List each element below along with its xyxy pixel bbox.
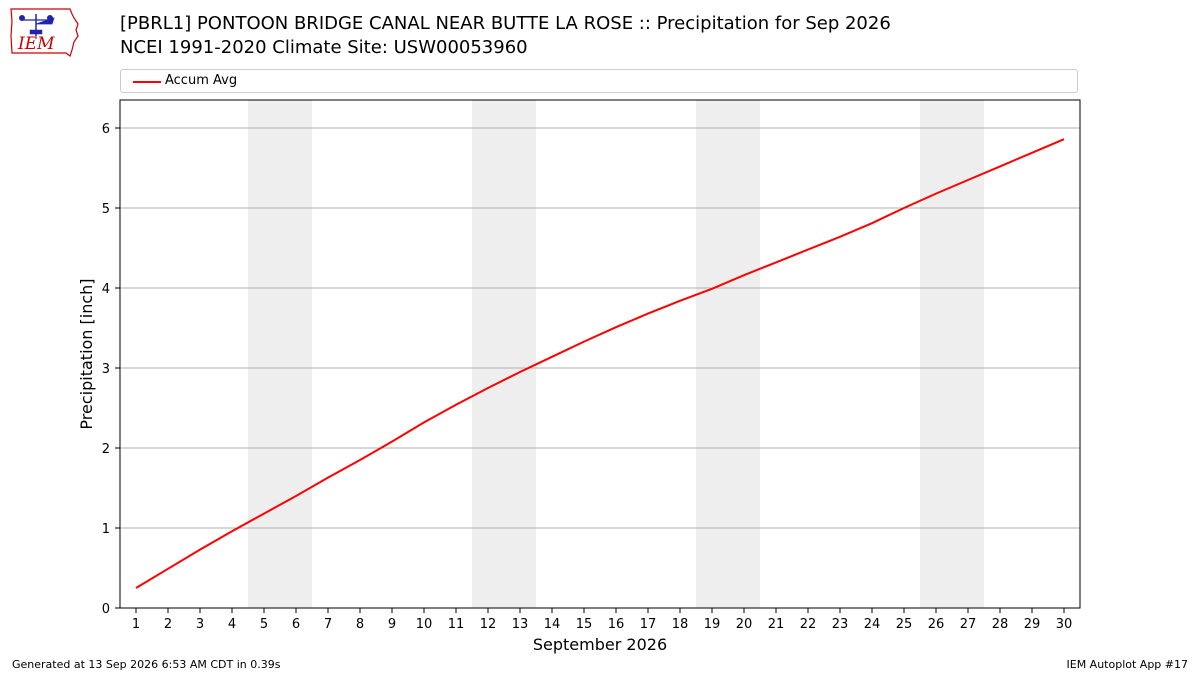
x-tick-label-2: 2 xyxy=(164,617,172,632)
y-tick-label-1: 1 xyxy=(102,522,110,537)
y-tick-label-6: 6 xyxy=(102,122,110,137)
x-axis: 1 2 3 4 5 6 7 8 9 10 11 12 13 14 15 16 17 18 19 20 21 22 23 24 2… xyxy=(132,608,1072,632)
x-tick-label-20: 20 xyxy=(736,617,753,632)
weekend-band-1 xyxy=(248,100,312,608)
y-gridlines xyxy=(120,127,1080,529)
y-tick-label-4: 4 xyxy=(102,282,110,297)
x-tick-label-29: 29 xyxy=(1024,617,1041,632)
weekend-shading xyxy=(248,100,984,608)
generated-timestamp: Generated at 13 Sep 2026 6:53 AM CDT in … xyxy=(12,658,281,671)
x-tick-label-12: 12 xyxy=(480,617,497,632)
x-tick-label-11: 11 xyxy=(448,617,465,632)
x-tick-label-23: 23 xyxy=(832,617,849,632)
iem-logo: IEM xyxy=(10,8,79,57)
x-axis-label: September 2026 xyxy=(533,635,667,654)
x-tick-label-22: 22 xyxy=(800,617,817,632)
y-axis: 0 1 2 3 4 5 6 xyxy=(102,122,120,617)
x-tick-label-25: 25 xyxy=(896,617,913,632)
legend-swatch-accum-avg xyxy=(133,81,161,83)
x-tick-label-8: 8 xyxy=(356,617,364,632)
x-tick-label-5: 5 xyxy=(260,617,268,632)
x-tick-label-18: 18 xyxy=(672,617,689,632)
weather-station-icon xyxy=(19,14,55,36)
x-tick-label-15: 15 xyxy=(576,617,593,632)
chart-subtitle: NCEI 1991-2020 Climate Site: USW00053960 xyxy=(120,37,528,58)
x-tick-label-4: 4 xyxy=(228,617,236,632)
weekend-band-3 xyxy=(696,100,760,608)
weekend-band-2 xyxy=(472,100,536,608)
chart-title: [PBRL1] PONTOON BRIDGE CANAL NEAR BUTTE … xyxy=(120,13,891,34)
x-tick-label-3: 3 xyxy=(196,617,204,632)
y-tick-label-3: 3 xyxy=(102,362,110,377)
x-tick-label-10: 10 xyxy=(416,617,433,632)
x-tick-label-14: 14 xyxy=(544,617,561,632)
x-tick-label-16: 16 xyxy=(608,617,625,632)
y-axis-label: Precipitation [inch] xyxy=(77,278,96,429)
y-tick-label-5: 5 xyxy=(102,202,110,217)
x-tick-label-30: 30 xyxy=(1056,617,1073,632)
legend-label-accum-avg: Accum Avg xyxy=(165,73,238,88)
weekend-band-4 xyxy=(920,100,984,608)
x-tick-label-13: 13 xyxy=(512,617,529,632)
x-tick-label-19: 19 xyxy=(704,617,721,632)
logo-text: IEM xyxy=(17,34,55,54)
series-line-accum-avg xyxy=(135,138,1065,589)
app-credit: IEM Autoplot App #17 xyxy=(1066,658,1189,671)
y-tick-label-0: 0 xyxy=(102,602,110,617)
x-tick-label-24: 24 xyxy=(864,617,881,632)
x-tick-label-1: 1 xyxy=(132,617,140,632)
x-tick-label-27: 27 xyxy=(960,617,977,632)
x-tick-label-28: 28 xyxy=(992,617,1009,632)
plot-frame xyxy=(119,99,1081,609)
iowa-outline-icon xyxy=(10,8,79,57)
x-tick-label-9: 9 xyxy=(388,617,396,632)
chart-legend: Accum Avg xyxy=(120,69,1078,93)
x-tick-label-17: 17 xyxy=(640,617,657,632)
x-tick-label-26: 26 xyxy=(928,617,945,632)
y-tick-label-2: 2 xyxy=(102,442,110,457)
series-layer xyxy=(135,138,1065,589)
x-tick-label-21: 21 xyxy=(768,617,785,632)
x-tick-label-6: 6 xyxy=(292,617,300,632)
x-tick-label-7: 7 xyxy=(324,617,332,632)
